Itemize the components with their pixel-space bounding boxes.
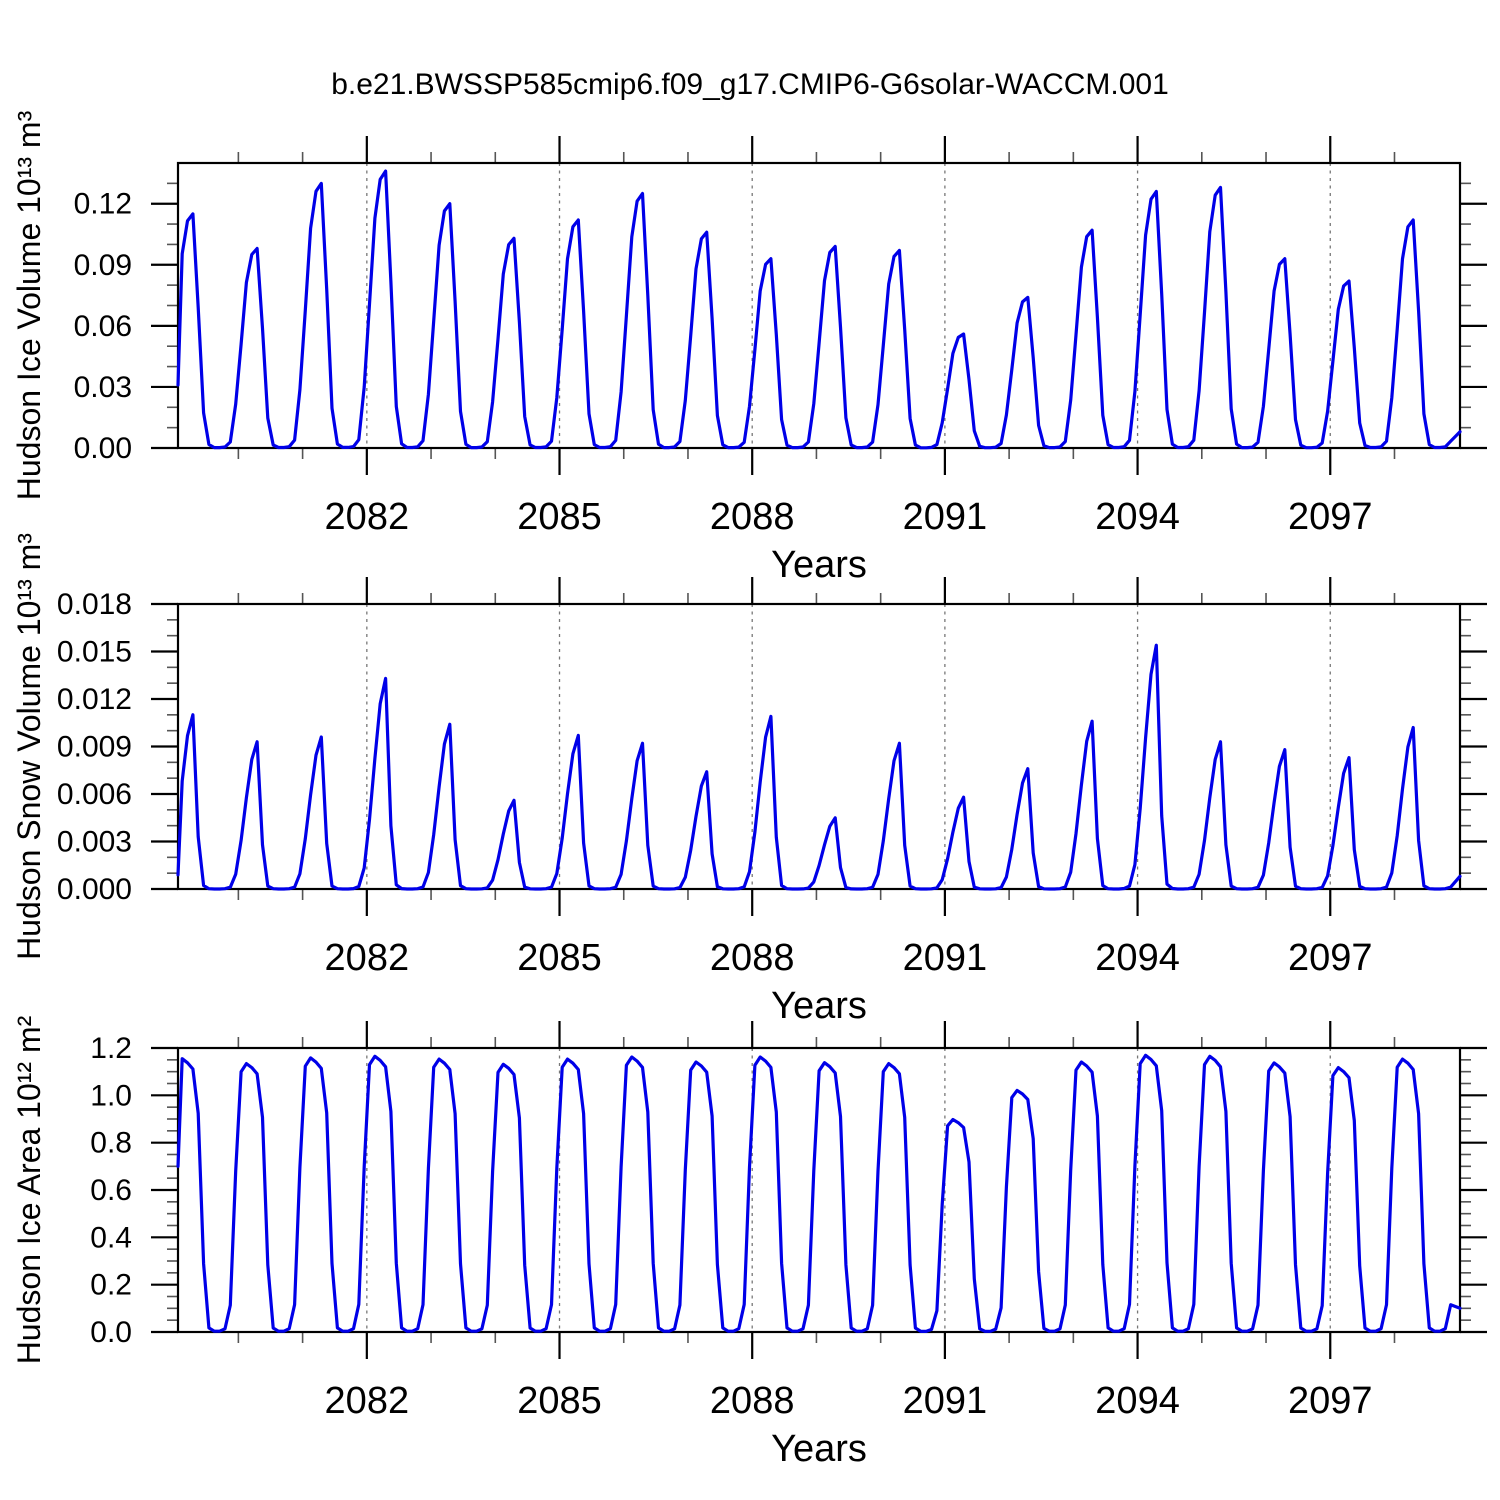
y-tick-label: 0.8 xyxy=(90,1127,132,1160)
y-tick-label: 0.0 xyxy=(90,1316,132,1349)
x-tick-label: 2082 xyxy=(325,496,410,538)
panel-3: 2082 2085 2088 2091 2094 2097 0.0 0.2 0.4 0.6 0.8 1… xyxy=(11,1015,1487,1470)
y-tick-label: 0.009 xyxy=(57,731,132,764)
y-tick-label: 0.000 xyxy=(57,873,132,906)
y-tick-label: 0.012 xyxy=(57,683,132,716)
y-tick-label: 1.2 xyxy=(90,1032,132,1065)
data-line-3 xyxy=(176,1053,1462,1334)
x-tick-label: 2085 xyxy=(517,1380,602,1422)
x-tick-label: 2091 xyxy=(903,937,988,979)
y-axis-label: Hudson Ice Area 10¹² m² xyxy=(11,1015,47,1364)
y-tick-label: 0.2 xyxy=(90,1269,132,1302)
x-tick-label: 2091 xyxy=(903,496,988,538)
x-tick-label: 2088 xyxy=(710,496,795,538)
x-tick-label: 2085 xyxy=(517,937,602,979)
panel-2: 2082 2085 2088 2091 2094 2097 0.000 0.003 0.006 0… xyxy=(11,533,1487,1027)
x-tick-label: 2094 xyxy=(1095,937,1180,979)
x-tick-label: 2088 xyxy=(710,1380,795,1422)
y-tick-label: 0.00 xyxy=(74,432,132,465)
y-tick-label: 0.09 xyxy=(74,249,132,282)
x-tick-label: 2085 xyxy=(517,496,602,538)
y-tick-label: 0.03 xyxy=(74,371,132,404)
plot-frame xyxy=(176,1046,1462,1334)
y-tick-label: 1.0 xyxy=(90,1079,132,1112)
y-axis-label: Hudson Snow Volume 10¹³ m³ xyxy=(11,533,47,960)
y-tick-label: 0.003 xyxy=(57,826,132,859)
y-axis-label: Hudson Ice Volume 10¹³ m³ xyxy=(11,110,47,500)
x-tick-label: 2088 xyxy=(710,937,795,979)
y-tick-label: 0.12 xyxy=(74,188,132,221)
y-tick-label: 0.06 xyxy=(74,310,132,343)
x-tick-label: 2094 xyxy=(1095,1380,1180,1422)
x-tick-label: 2097 xyxy=(1288,937,1373,979)
x-axis-label: Years xyxy=(771,544,867,586)
figure-title: b.e21.BWSSP585cmip6.f09_g17.CMIP6-G6sola… xyxy=(331,68,1169,101)
y-tick-label: 0.006 xyxy=(57,778,132,811)
y-tick-label: 0.6 xyxy=(90,1174,132,1207)
x-axis-label: Years xyxy=(771,1428,867,1470)
x-tick-label: 2082 xyxy=(325,1380,410,1422)
y-tick-label: 0.4 xyxy=(90,1221,132,1254)
x-tick-label: 2094 xyxy=(1095,496,1180,538)
y-tick-label: 0.015 xyxy=(57,636,132,669)
panel-1: 2082 2085 2088 2091 2094 2097 0.00 0.03 0.06 0.09… xyxy=(11,110,1487,586)
data-line-1 xyxy=(176,169,1462,450)
data-line-2 xyxy=(176,643,1462,891)
x-tick-label: 2082 xyxy=(325,937,410,979)
plot-frame xyxy=(176,161,1462,450)
x-tick-label: 2097 xyxy=(1288,1380,1373,1422)
x-tick-label: 2091 xyxy=(903,1380,988,1422)
x-tick-label: 2097 xyxy=(1288,496,1373,538)
y-tick-label: 0.018 xyxy=(57,588,132,621)
x-axis-label: Years xyxy=(771,985,867,1027)
plot-frame xyxy=(176,602,1462,891)
